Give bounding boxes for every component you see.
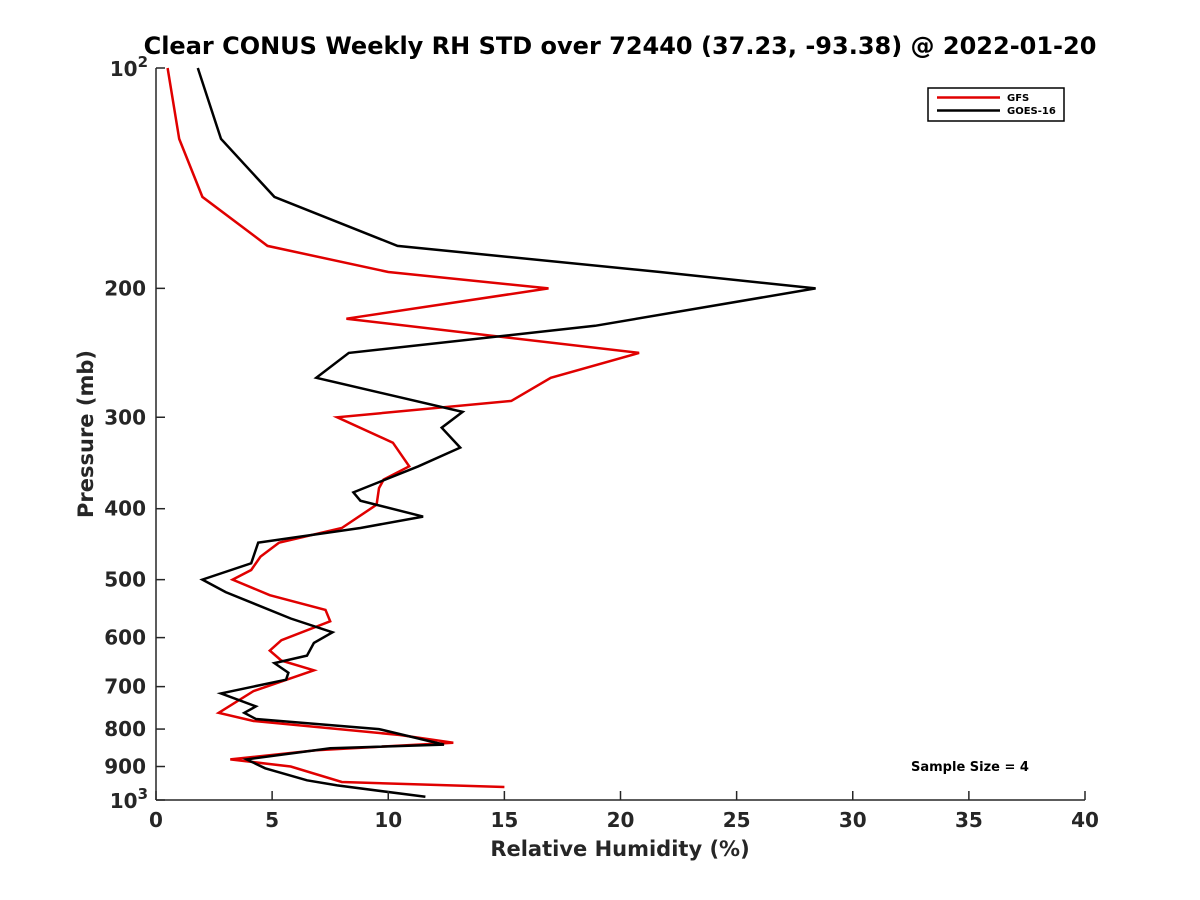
x-tick-label: 20 xyxy=(607,808,635,832)
legend: GFS GOES-16 xyxy=(927,87,1065,122)
x-tick-label: 30 xyxy=(839,808,867,832)
x-tick-label: 35 xyxy=(955,808,983,832)
y-tick-label: 200 xyxy=(104,276,146,300)
y-tick-label-power: 103 xyxy=(110,785,148,813)
x-tick-label: 40 xyxy=(1071,808,1099,832)
y-tick-label: 400 xyxy=(104,497,146,521)
x-axis-title: Relative Humidity (%) xyxy=(490,837,749,861)
y-tick-label-base: 10 xyxy=(110,789,138,813)
y-tick-label: 900 xyxy=(104,755,146,779)
x-tick-label: 10 xyxy=(374,808,402,832)
y-tick-label-power: 102 xyxy=(110,53,148,81)
y-tick-label-exponent: 3 xyxy=(138,785,148,803)
legend-label-goes16: GOES-16 xyxy=(1007,106,1056,117)
y-tick-label: 500 xyxy=(104,568,146,592)
y-tick-label-base: 10 xyxy=(110,57,138,81)
x-tick-label: 0 xyxy=(149,808,163,832)
y-axis-title: Pressure (mb) xyxy=(74,350,98,518)
series-line-gfs xyxy=(166,67,640,789)
y-tick-label: 300 xyxy=(104,405,146,429)
y-tick-label: 600 xyxy=(104,626,146,650)
sample-size-annotation: Sample Size = 4 xyxy=(911,760,1029,775)
legend-box xyxy=(927,87,1065,122)
series-line-goes16 xyxy=(196,67,816,799)
series-layer xyxy=(166,67,816,799)
legend-label-gfs: GFS xyxy=(1007,93,1029,104)
x-tick-label: 15 xyxy=(490,808,518,832)
chart-title: Clear CONUS Weekly RH STD over 72440 (37… xyxy=(144,32,1097,60)
y-tick-label: 700 xyxy=(104,675,146,699)
y-tick-label: 800 xyxy=(104,717,146,741)
x-tick-label: 5 xyxy=(265,808,279,832)
x-tick-label: 25 xyxy=(723,808,751,832)
plot-area xyxy=(156,68,1085,800)
x-axis-ticks: 0 5 10 15 20 25 30 35 40 xyxy=(149,791,1099,832)
y-tick-label-exponent: 2 xyxy=(138,53,148,71)
